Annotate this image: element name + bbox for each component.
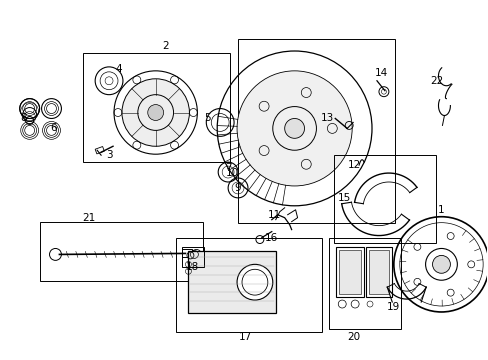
- Bar: [336, 247, 364, 297]
- Bar: [366, 247, 391, 297]
- Bar: [368, 251, 388, 294]
- Text: 13: 13: [320, 113, 333, 123]
- Bar: [328, 238, 400, 329]
- Text: 2: 2: [162, 41, 168, 51]
- Circle shape: [237, 71, 351, 186]
- Text: 16: 16: [264, 233, 278, 243]
- Bar: [339, 251, 360, 294]
- Text: 6: 6: [50, 123, 57, 134]
- Text: 5: 5: [203, 113, 210, 123]
- Text: 21: 21: [82, 213, 96, 223]
- Bar: [95, 147, 104, 154]
- Text: 3: 3: [105, 150, 112, 160]
- Bar: [238, 39, 394, 223]
- Bar: [175, 238, 322, 332]
- Bar: [83, 53, 230, 162]
- Text: 7: 7: [224, 163, 231, 173]
- Text: 20: 20: [347, 332, 360, 342]
- Circle shape: [237, 264, 272, 300]
- Text: 8: 8: [20, 113, 27, 123]
- Text: 12: 12: [347, 160, 360, 170]
- Circle shape: [147, 105, 163, 121]
- Circle shape: [284, 118, 304, 138]
- Text: 22: 22: [429, 76, 442, 86]
- Bar: [182, 249, 192, 257]
- Text: 17: 17: [238, 332, 251, 342]
- Text: 14: 14: [373, 68, 387, 78]
- Text: 10: 10: [225, 168, 238, 178]
- Bar: [182, 247, 204, 267]
- Text: 4: 4: [116, 64, 122, 74]
- Text: 1: 1: [437, 205, 444, 215]
- Bar: [334, 155, 435, 243]
- Circle shape: [122, 79, 189, 146]
- Bar: [188, 251, 275, 313]
- Text: 9: 9: [234, 183, 241, 193]
- Text: 11: 11: [267, 210, 281, 220]
- Circle shape: [432, 255, 449, 273]
- Text: 15: 15: [337, 193, 350, 203]
- Text: 18: 18: [185, 262, 199, 272]
- Text: 19: 19: [386, 302, 400, 312]
- Bar: [40, 222, 203, 281]
